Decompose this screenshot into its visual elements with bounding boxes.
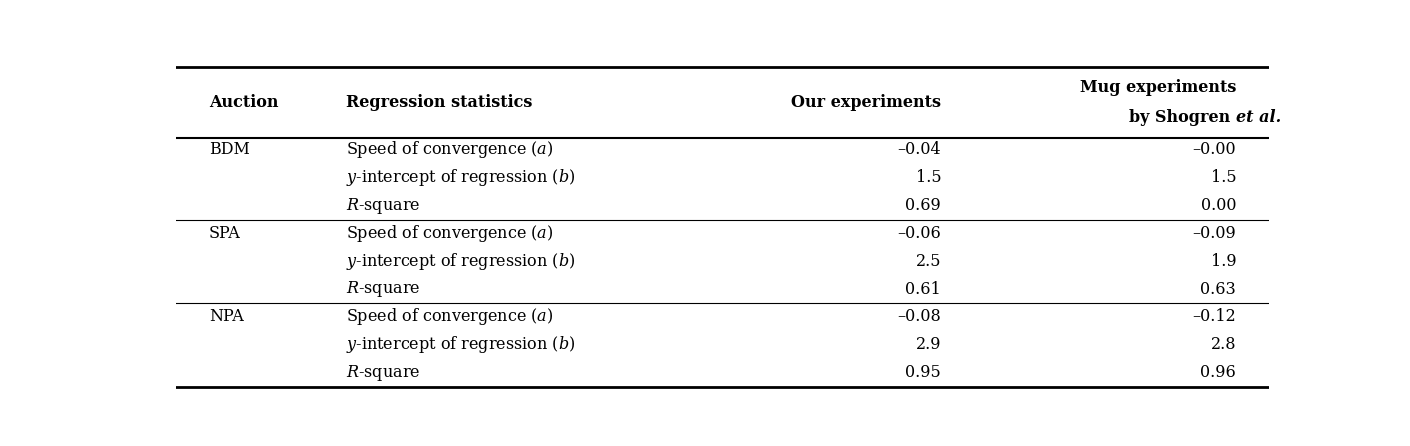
Text: –0.12: –0.12	[1193, 309, 1237, 326]
Text: –0.06: –0.06	[897, 225, 942, 242]
Text: 1.9: 1.9	[1211, 253, 1237, 270]
Text: –0.08: –0.08	[897, 309, 942, 326]
Text: $y$-intercept of regression ($b$): $y$-intercept of regression ($b$)	[345, 167, 575, 188]
Text: Speed of convergence ($a$): Speed of convergence ($a$)	[345, 223, 553, 244]
Text: Mug experiments: Mug experiments	[1080, 79, 1237, 96]
Text: SPA: SPA	[209, 225, 241, 242]
Text: by Shogren: by Shogren	[1129, 109, 1237, 126]
Text: 0.61: 0.61	[905, 281, 942, 297]
Text: 2.5: 2.5	[915, 253, 942, 270]
Text: $R$-square: $R$-square	[345, 363, 420, 383]
Text: Regression statistics: Regression statistics	[345, 94, 532, 111]
Text: 0.95: 0.95	[905, 364, 942, 381]
Text: 0.63: 0.63	[1200, 281, 1237, 297]
Text: Speed of convergence ($a$): Speed of convergence ($a$)	[345, 306, 553, 327]
Text: $y$-intercept of regression ($b$): $y$-intercept of regression ($b$)	[345, 251, 575, 272]
Text: NPA: NPA	[209, 309, 244, 326]
Text: –0.04: –0.04	[898, 141, 942, 158]
Text: $y$-intercept of regression ($b$): $y$-intercept of regression ($b$)	[345, 334, 575, 355]
Text: 2.9: 2.9	[915, 336, 942, 353]
Text: et al.: et al.	[1237, 109, 1282, 126]
Text: 1.5: 1.5	[1211, 169, 1237, 186]
Text: 0.69: 0.69	[905, 197, 942, 214]
Text: Speed of convergence ($a$): Speed of convergence ($a$)	[345, 139, 553, 161]
Text: –0.00: –0.00	[1193, 141, 1237, 158]
Text: 0.96: 0.96	[1200, 364, 1237, 381]
Text: 0.00: 0.00	[1201, 197, 1237, 214]
Text: 2.8: 2.8	[1211, 336, 1237, 353]
Text: Auction: Auction	[209, 94, 279, 111]
Text: 1.5: 1.5	[915, 169, 942, 186]
Text: $R$-square: $R$-square	[345, 279, 420, 299]
Text: –0.09: –0.09	[1193, 225, 1237, 242]
Text: Our experiments: Our experiments	[791, 94, 942, 111]
Text: $R$-square: $R$-square	[345, 196, 420, 215]
Text: BDM: BDM	[209, 141, 250, 158]
